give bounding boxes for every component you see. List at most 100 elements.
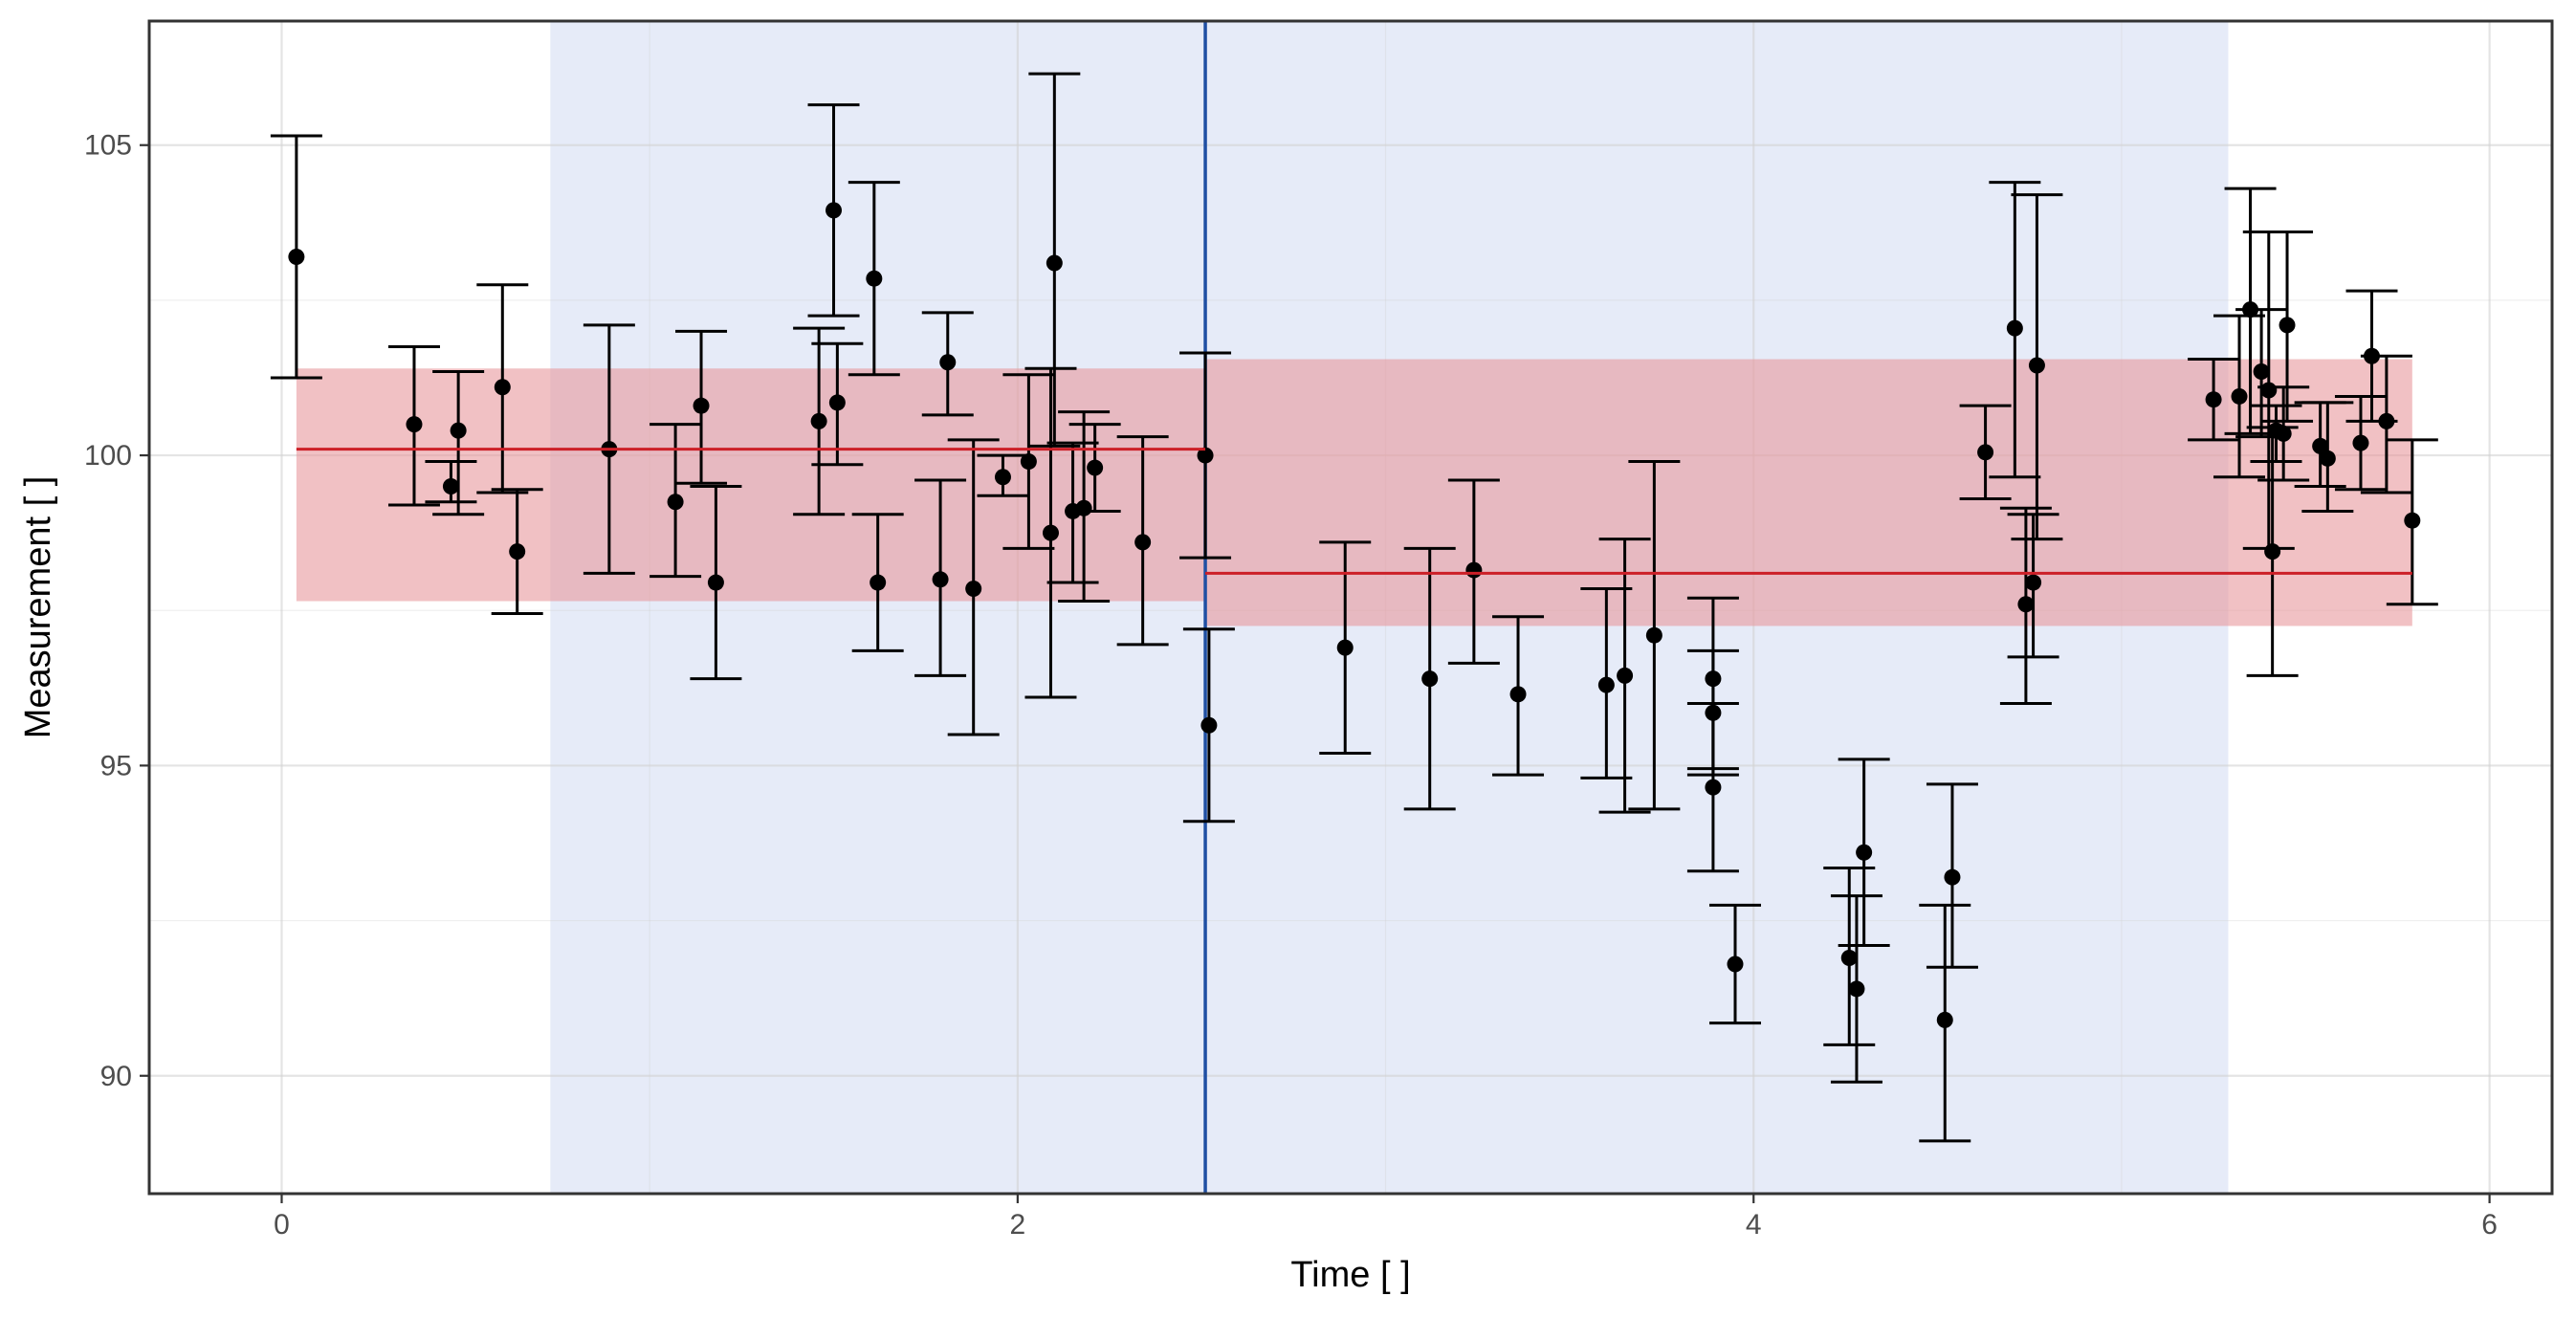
data-point xyxy=(2404,512,2421,529)
data-point-group xyxy=(2386,438,2438,606)
data-point-group xyxy=(1926,782,1978,969)
data-point-group xyxy=(1708,903,1761,1025)
data-point-group xyxy=(425,460,477,504)
x-tick-label: 6 xyxy=(2481,1209,2498,1241)
data-point xyxy=(1705,779,1722,796)
segment-mean-layer xyxy=(296,448,2412,575)
data-point xyxy=(1645,626,1662,644)
segment-band-layer xyxy=(296,359,2412,626)
data-point-group xyxy=(2246,426,2299,677)
data-point-group xyxy=(270,134,322,380)
data-point xyxy=(1075,499,1092,516)
data-point-group xyxy=(2261,231,2314,423)
data-points-layer xyxy=(270,72,2438,1143)
data-point-group xyxy=(432,370,485,516)
data-point xyxy=(2017,596,2035,613)
data-point-group xyxy=(1989,181,2041,479)
data-point-group xyxy=(1830,894,1882,1084)
x-tick-label: 2 xyxy=(1010,1209,1026,1241)
data-point-group xyxy=(1116,435,1169,647)
data-point xyxy=(2264,543,2281,560)
segment-band xyxy=(1205,359,2412,626)
data-point xyxy=(1977,444,1994,461)
data-point xyxy=(2006,319,2023,337)
data-point xyxy=(994,469,1011,486)
data-point xyxy=(2378,412,2395,429)
data-point xyxy=(1509,686,1527,703)
data-point-group xyxy=(1319,540,1372,755)
data-point-group xyxy=(2360,354,2412,494)
data-point-group xyxy=(1028,72,1081,448)
data-point xyxy=(494,379,511,396)
data-point xyxy=(1617,667,1634,684)
data-point xyxy=(1020,453,1037,471)
data-point xyxy=(1727,956,1744,973)
data-point xyxy=(2028,357,2045,374)
data-point-group xyxy=(1598,538,1651,814)
data-point-group xyxy=(914,478,967,677)
data-point xyxy=(932,571,949,588)
data-point xyxy=(2352,434,2369,451)
data-point xyxy=(406,416,423,433)
data-point xyxy=(1848,980,1865,998)
data-point xyxy=(1336,639,1354,656)
data-point-group xyxy=(1492,615,1545,777)
data-point xyxy=(810,412,827,429)
data-point xyxy=(965,581,982,598)
data-point-group xyxy=(387,345,440,507)
data-point xyxy=(1936,1011,1953,1028)
data-point xyxy=(667,494,684,511)
data-point-group xyxy=(921,311,974,417)
data-point-group xyxy=(2301,401,2354,513)
data-point-group xyxy=(2213,314,2266,479)
data-point-group xyxy=(947,438,1000,736)
data-point xyxy=(2025,574,2042,591)
data-point xyxy=(288,248,305,265)
data-point-group xyxy=(848,181,900,377)
data-point-group xyxy=(476,283,529,494)
data-point xyxy=(693,397,710,414)
data-point xyxy=(2231,387,2248,405)
data-point-group xyxy=(1686,702,1739,873)
x-tick-label: 4 xyxy=(1746,1209,1762,1241)
data-point-group xyxy=(1959,404,2012,500)
data-point xyxy=(826,202,843,219)
data-point-group xyxy=(1179,351,1232,560)
data-point-group xyxy=(811,341,864,467)
y-tick-label: 95 xyxy=(100,750,132,781)
data-point-group xyxy=(675,329,728,485)
y-tick-label: 100 xyxy=(84,440,132,472)
data-point xyxy=(1421,670,1439,688)
data-point xyxy=(2279,317,2296,334)
data-point-group xyxy=(1182,627,1235,824)
data-point-group xyxy=(851,513,904,652)
data-point-group xyxy=(793,326,846,516)
axes: 0 2 4 6 90 95 100 105 xyxy=(84,130,2498,1241)
data-point xyxy=(828,394,846,411)
data-point-group xyxy=(2257,385,2310,482)
data-point xyxy=(2205,391,2222,408)
data-point-group xyxy=(1823,866,1876,1046)
data-point xyxy=(1944,868,1961,886)
data-point-group xyxy=(1919,903,1971,1143)
data-point xyxy=(2260,382,2278,399)
data-point xyxy=(1597,676,1615,693)
data-point-group xyxy=(2011,193,2063,541)
data-point xyxy=(1856,844,1873,861)
data-point xyxy=(870,574,887,591)
data-point xyxy=(1042,524,1059,541)
data-point-group xyxy=(1628,460,1681,811)
data-point-group xyxy=(2334,394,2387,492)
data-point xyxy=(1197,447,1214,464)
y-tick-label: 105 xyxy=(84,130,132,162)
data-point xyxy=(1840,950,1858,967)
data-point-group xyxy=(1068,423,1121,513)
data-point xyxy=(509,543,526,560)
data-point-group xyxy=(491,488,543,615)
data-point xyxy=(1200,716,1218,734)
x-axis-title: Time [ ] xyxy=(1290,1255,1410,1295)
data-point-group xyxy=(1024,366,1077,699)
plot-panel-border xyxy=(147,19,2554,1196)
x-tick-label: 0 xyxy=(274,1209,290,1241)
data-point xyxy=(442,478,459,495)
